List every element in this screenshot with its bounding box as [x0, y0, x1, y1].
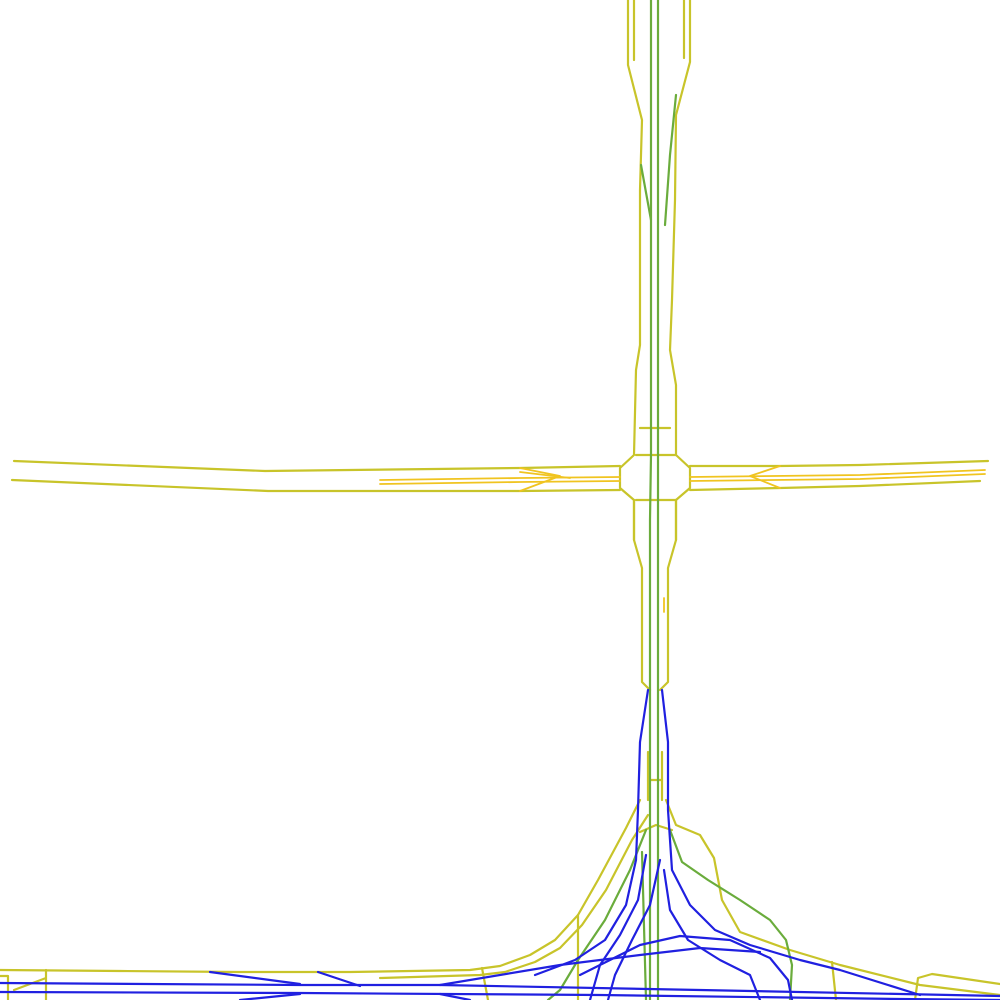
blue-links-layer	[0, 690, 1000, 1000]
road-edge	[620, 0, 650, 690]
road-edge	[0, 800, 640, 972]
blue-link	[608, 860, 660, 1000]
lane-line	[380, 481, 620, 484]
road-edge	[690, 461, 988, 466]
green-link	[650, 0, 651, 1000]
road-edge	[690, 481, 980, 490]
green-link	[641, 165, 651, 220]
blue-link	[535, 690, 648, 975]
road-edge	[636, 455, 676, 500]
road-edge	[0, 970, 46, 1000]
lane-lines-layer	[380, 466, 985, 612]
lane-line	[380, 477, 620, 480]
blue-link	[210, 972, 300, 984]
blue-link	[240, 994, 300, 1000]
lane-line	[520, 468, 560, 491]
road-edge	[634, 500, 676, 540]
